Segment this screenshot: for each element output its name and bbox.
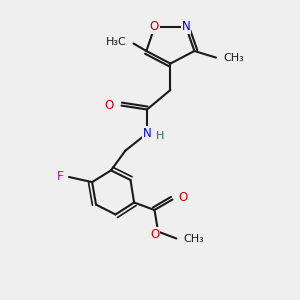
Text: CH₃: CH₃ (183, 233, 204, 244)
Text: CH₃: CH₃ (224, 52, 244, 63)
Text: O: O (151, 227, 160, 241)
Text: N: N (182, 20, 190, 34)
Text: N: N (142, 127, 152, 140)
Text: O: O (178, 190, 187, 204)
Text: O: O (150, 20, 159, 34)
Text: H: H (155, 131, 164, 141)
Text: O: O (105, 99, 114, 112)
Text: H₃C: H₃C (106, 37, 127, 47)
Text: F: F (57, 170, 64, 184)
